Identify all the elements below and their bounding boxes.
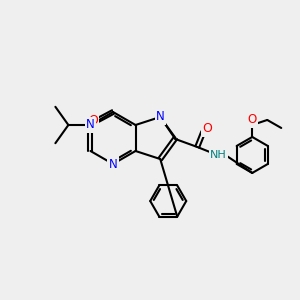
- Text: N: N: [109, 158, 117, 170]
- Text: O: O: [202, 122, 212, 136]
- Text: N: N: [156, 110, 165, 124]
- Text: O: O: [248, 113, 257, 127]
- Text: O: O: [88, 113, 98, 127]
- Text: N: N: [86, 118, 95, 131]
- Text: NH: NH: [210, 150, 226, 160]
